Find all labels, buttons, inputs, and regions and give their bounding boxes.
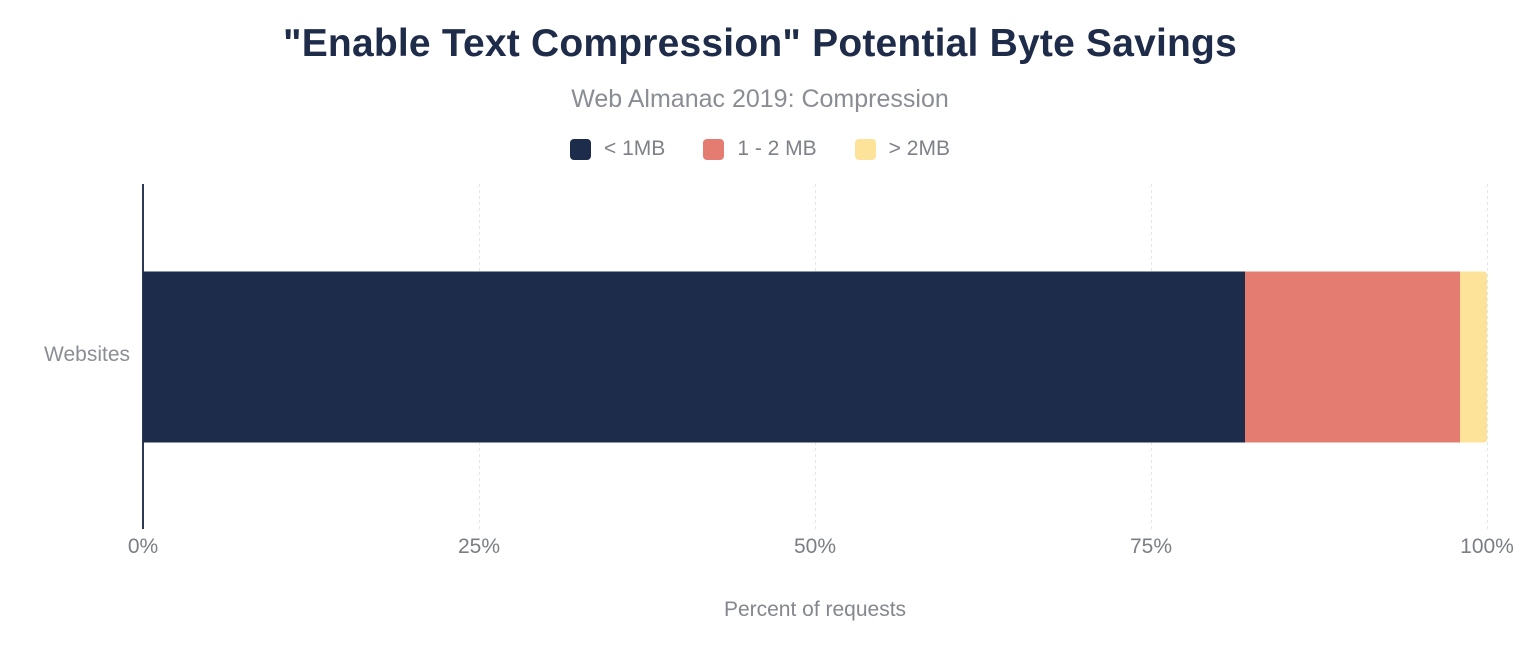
x-tick-label-25: 25% bbox=[457, 535, 501, 558]
legend-item-1-2-mb: 1 - 2 MB bbox=[703, 137, 817, 161]
bar-segment-2mb[interactable] bbox=[1460, 271, 1487, 442]
x-tick-label-75: 75% bbox=[1129, 535, 1173, 558]
plot-area bbox=[142, 184, 1488, 529]
legend-swatch-icon bbox=[570, 138, 592, 160]
legend-swatch-icon bbox=[854, 138, 876, 160]
x-axis-title: Percent of requests bbox=[723, 598, 907, 621]
chart-title: "Enable Text Compression" Potential Byte… bbox=[283, 22, 1237, 65]
legend-label: < 1MB bbox=[604, 137, 666, 160]
x-tick-label-50: 50% bbox=[793, 535, 837, 558]
legend-item-2mb: > 2MB bbox=[854, 137, 950, 161]
legend-item-1mb: < 1MB bbox=[570, 137, 665, 161]
bar-segment-1mb[interactable] bbox=[143, 271, 1246, 442]
chart-legend: < 1MB 1 - 2 MB > 2MB bbox=[0, 136, 1520, 162]
legend-label: 1 - 2 MB bbox=[737, 137, 817, 160]
chart-subtitle: Web Almanac 2019: Compression bbox=[571, 85, 949, 113]
x-tick-label-100: 100% bbox=[1460, 535, 1514, 558]
bar-segment-1-2-mb[interactable] bbox=[1245, 271, 1461, 442]
gridline-100 bbox=[1487, 184, 1488, 529]
legend-label: > 2MB bbox=[888, 137, 950, 160]
y-category-label: Websites bbox=[44, 343, 130, 366]
x-tick-label-0: 0% bbox=[127, 535, 159, 558]
legend-swatch-icon bbox=[703, 138, 725, 160]
stacked-bar bbox=[143, 271, 1487, 442]
